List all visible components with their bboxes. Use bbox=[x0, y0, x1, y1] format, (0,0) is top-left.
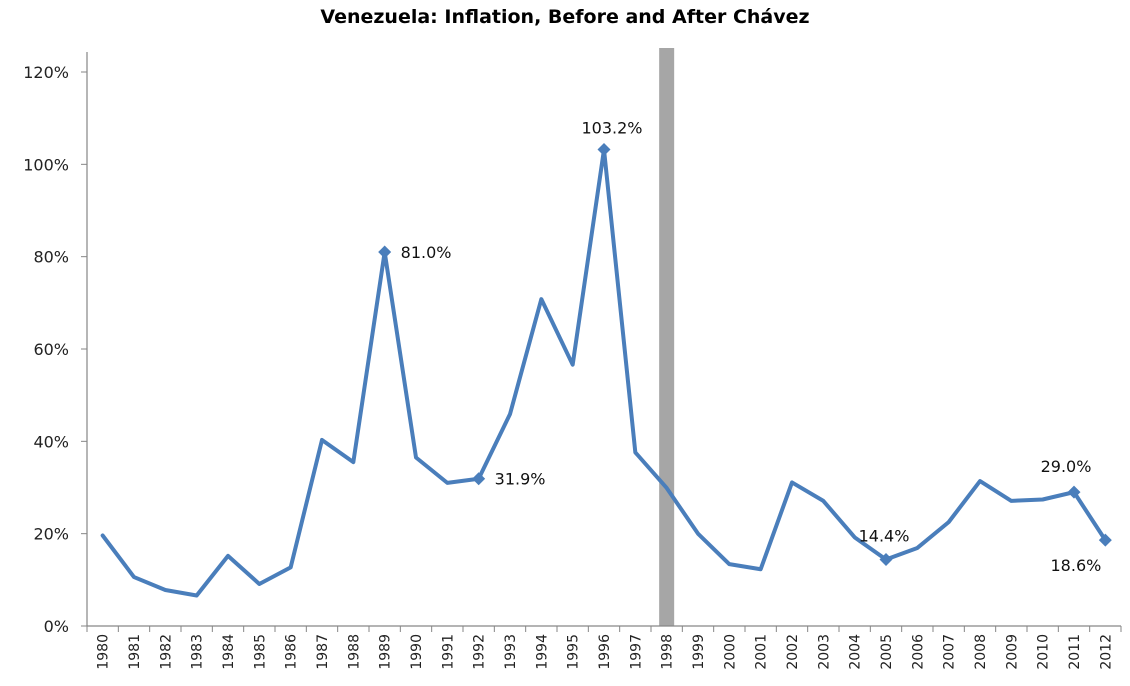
y-tick-label: 60% bbox=[33, 340, 69, 359]
x-tick-label: 1991 bbox=[440, 634, 456, 670]
data-label: 31.9% bbox=[495, 470, 546, 489]
data-point-marker bbox=[378, 245, 392, 259]
x-tick-label: 2008 bbox=[973, 634, 989, 670]
y-tick-label: 40% bbox=[33, 432, 69, 451]
data-point-marker bbox=[597, 143, 611, 157]
data-point-marker bbox=[1098, 533, 1112, 547]
x-tick-label: 1985 bbox=[252, 634, 268, 670]
x-tick-label: 2010 bbox=[1036, 634, 1052, 670]
data-point-marker bbox=[1067, 485, 1081, 499]
data-label: 103.2% bbox=[581, 119, 642, 138]
x-tick-label: 1986 bbox=[284, 634, 300, 670]
data-label: 29.0% bbox=[1041, 457, 1092, 476]
y-tick-label: 0% bbox=[44, 617, 69, 636]
x-tick-label: 2003 bbox=[816, 634, 832, 670]
x-tick-label: 2000 bbox=[722, 634, 738, 670]
x-tick-label: 2004 bbox=[848, 634, 864, 670]
x-tick-label: 1982 bbox=[158, 634, 174, 670]
x-tick-label: 1987 bbox=[315, 634, 331, 670]
x-tick-label: 2012 bbox=[1098, 634, 1114, 670]
x-tick-label: 1999 bbox=[691, 634, 707, 670]
chart-title: Venezuela: Inflation, Before and After C… bbox=[320, 6, 810, 28]
x-tick-label: 1997 bbox=[628, 634, 644, 670]
data-point-marker bbox=[879, 553, 893, 567]
x-tick-label: 1994 bbox=[534, 634, 550, 670]
y-tick-label: 100% bbox=[23, 155, 69, 174]
x-tick-label: 1998 bbox=[660, 634, 676, 670]
x-tick-label: 1983 bbox=[190, 634, 206, 670]
x-tick-label: 1993 bbox=[503, 634, 519, 670]
x-tick-label: 1992 bbox=[472, 634, 488, 670]
x-tick-label: 1990 bbox=[409, 634, 425, 670]
chavez-marker-bar bbox=[659, 48, 675, 626]
x-tick-label: 1995 bbox=[566, 634, 582, 670]
x-tick-label: 1984 bbox=[221, 634, 237, 670]
x-tick-label: 2005 bbox=[879, 634, 895, 670]
x-tick-label: 1988 bbox=[346, 634, 362, 670]
x-tick-label: 2001 bbox=[754, 634, 770, 670]
x-tick-label: 2009 bbox=[1004, 634, 1020, 670]
y-tick-label: 120% bbox=[23, 63, 69, 82]
data-label: 81.0% bbox=[401, 243, 452, 262]
data-label: 18.6% bbox=[1051, 556, 1102, 575]
x-tick-label: 1980 bbox=[96, 634, 112, 670]
data-label: 14.4% bbox=[859, 527, 910, 546]
x-tick-label: 1989 bbox=[378, 634, 394, 670]
x-tick-label: 2011 bbox=[1067, 634, 1083, 670]
y-tick-label: 80% bbox=[33, 248, 69, 267]
x-tick-label: 1996 bbox=[597, 634, 613, 670]
x-tick-label: 2002 bbox=[785, 634, 801, 670]
x-tick-label: 2007 bbox=[942, 634, 958, 670]
x-tick-label: 1981 bbox=[127, 634, 143, 670]
y-tick-label: 20% bbox=[33, 525, 69, 544]
series-line bbox=[100, 147, 1108, 598]
x-tick-label: 2006 bbox=[910, 634, 926, 670]
data-point-marker bbox=[472, 472, 486, 486]
